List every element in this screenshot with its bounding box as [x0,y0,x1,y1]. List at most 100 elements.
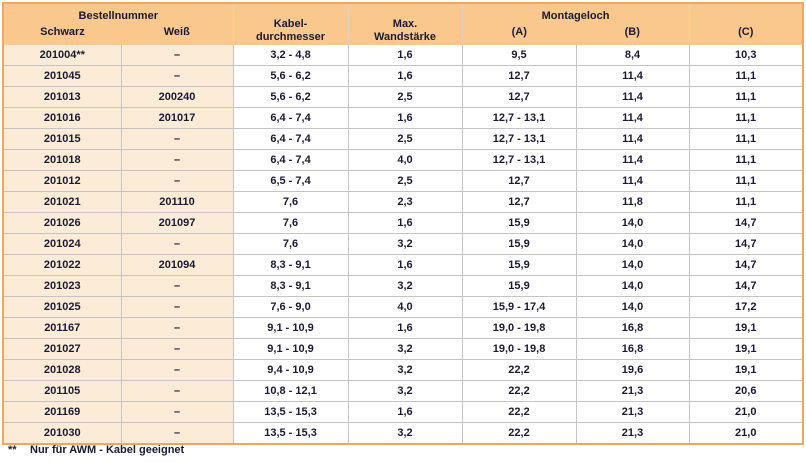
cell-bestellnummer-schwarz: 201026 [3,212,122,234]
table-row: 201018–6,4 - 7,4 4,0 12,7 - 13,1 11,4 11,1 [3,149,804,171]
table-body: 201004** –3,2 - 4,8 1,6 9,5 8,4 10,3 201045 – 5,… [3,45,804,444]
cell-bestellnummer-weiss: 201094 [121,254,234,276]
cell-montageloch-a: 12,7 - 13,1 [462,149,577,171]
cell-bestellnummer-schwarz: 201021 [3,191,122,213]
cell-bestellnummer-schwarz: 201027 [3,338,122,360]
cell-montageloch-c: 14,7 [689,275,804,297]
cell-montageloch-c: 14,7 [689,233,804,255]
table-row: 201028–9,4 - 10,9 3,2 22,2 19,6 19,1 [3,359,804,381]
cell-kabeldurchmesser: 7,6 [233,233,349,255]
cell-montageloch-a: 12,7 [462,65,577,87]
cell-montageloch-b: 11,4 [576,170,690,192]
cell-bestellnummer-weiss: – [121,128,234,150]
cell-montageloch-a: 22,2 [462,422,577,444]
cell-max-wandstaerke: 1,6 [348,401,463,423]
product-table-container: Bestellnummer Kabel- durchmesser Max. Wa… [2,2,805,445]
table-row: 201025–7,6 - 9,0 4,0 15,9 - 17,4 14,0 17,2 [3,296,804,318]
header-spacer-c [689,3,804,24]
header-row-top: Bestellnummer Kabel- durchmesser Max. Wa… [3,3,804,45]
cell-max-wandstaerke: 1,6 [348,212,463,234]
cell-bestellnummer-weiss: – [121,422,234,444]
cell-bestellnummer-weiss: – [121,359,234,381]
table-row: 201167–9,1 - 10,9 1,6 19,0 - 19,8 16,8 19,1 [3,317,804,339]
cell-bestellnummer-schwarz: 201167 [3,317,122,339]
cell-montageloch-b: 16,8 [576,317,690,339]
cell-kabeldurchmesser: 13,5 - 15,3 [233,401,349,423]
cell-max-wandstaerke: 2,3 [348,191,463,213]
header-kabeldurchmesser: Kabel- durchmesser [233,3,349,45]
cell-montageloch-b: 21,3 [576,422,690,444]
product-table: Bestellnummer Kabel- durchmesser Max. Wa… [2,2,805,445]
cell-montageloch-c: 11,1 [689,149,804,171]
cell-montageloch-a: 22,2 [462,359,577,381]
cell-kabeldurchmesser: 5,6 - 6,2 [233,86,349,108]
cell-montageloch-a: 15,9 [462,233,577,255]
cell-max-wandstaerke: 2,5 [348,170,463,192]
header-kabeldurchmesser-line1: Kabel- [273,18,308,30]
cell-montageloch-c: 11,1 [689,191,804,213]
cell-kabeldurchmesser: 6,5 - 7,4 [233,170,349,192]
cell-max-wandstaerke: 1,6 [348,45,463,66]
cell-montageloch-c: 11,1 [689,65,804,87]
table-row: 201015–6,4 - 7,4 2,5 12,7 - 13,1 11,4 11,1 [3,128,804,150]
cell-bestellnummer-schwarz: 201045 [3,65,122,87]
cell-max-wandstaerke: 3,2 [348,380,463,402]
cell-bestellnummer-weiss: – [121,401,234,423]
cell-montageloch-b: 11,8 [576,191,690,213]
cell-montageloch-b: 11,4 [576,65,690,87]
cell-montageloch-a: 9,5 [462,45,577,66]
header-row-bottom: Schwarz Weiß (A) (B) (C) [3,24,804,45]
cell-montageloch-b: 14,0 [576,233,690,255]
cell-montageloch-b: 21,3 [576,380,690,402]
cell-montageloch-b: 19,6 [576,359,690,381]
cell-montageloch-c: 20,6 [689,380,804,402]
table-row: 201169–13,5 - 15,3 1,6 22,2 21,3 21,0 [3,401,804,423]
table-row: 201021 201110 7,6 2,3 12,7 11,8 11,1 [3,191,804,213]
cell-montageloch-b: 14,0 [576,275,690,297]
cell-montageloch-a: 15,9 - 17,4 [462,296,577,318]
table-row: 201027–9,1 - 10,9 3,2 19,0 - 19,8 16,8 19,1 [3,338,804,360]
cell-bestellnummer-schwarz: 201012 [3,170,122,192]
table-row: 201004** –3,2 - 4,8 1,6 9,5 8,4 10,3 [3,45,804,66]
cell-bestellnummer-weiss: – [121,149,234,171]
cell-montageloch-a: 15,9 [462,275,577,297]
cell-max-wandstaerke: 1,6 [348,254,463,276]
cell-bestellnummer-schwarz: 201169 [3,401,122,423]
cell-bestellnummer-schwarz: 201028 [3,359,122,381]
cell-bestellnummer-weiss: 201097 [121,212,234,234]
cell-montageloch-a: 12,7 [462,86,577,108]
cell-kabeldurchmesser: 3,2 - 4,8 [233,45,349,66]
cell-bestellnummer-schwarz: 201015 [3,128,122,150]
header-weiss: Weiß [121,24,234,45]
cell-max-wandstaerke: 1,6 [348,65,463,87]
cell-max-wandstaerke: 1,6 [348,317,463,339]
cell-montageloch-a: 15,9 [462,254,577,276]
cell-montageloch-b: 16,8 [576,338,690,360]
cell-montageloch-b: 11,4 [576,107,690,129]
cell-kabeldurchmesser: 9,4 - 10,9 [233,359,349,381]
cell-montageloch-b: 14,0 [576,212,690,234]
cell-montageloch-a: 12,7 - 13,1 [462,128,577,150]
table-row: 201024–7,6 3,2 15,9 14,0 14,7 [3,233,804,255]
cell-bestellnummer-weiss: – [121,296,234,318]
header-montageloch-group: Montageloch [462,3,690,24]
cell-montageloch-b: 14,0 [576,254,690,276]
cell-bestellnummer-schwarz: 201105 [3,380,122,402]
cell-montageloch-a: 12,7 - 13,1 [462,107,577,129]
cell-bestellnummer-schwarz: 201004** [3,45,122,66]
cell-bestellnummer-weiss: – [121,170,234,192]
table-row: 201022 201094 8,3 - 9,1 1,6 15,9 14,0 14,7 [3,254,804,276]
cell-bestellnummer-schwarz: 201018 [3,149,122,171]
footnote-marker: ** [8,444,17,456]
table-row: 201016 201017 6,4 - 7,4 1,6 12,7 - 13,1 11,4 1… [3,107,804,129]
cell-bestellnummer-weiss: – [121,338,234,360]
cell-montageloch-a: 12,7 [462,170,577,192]
cell-montageloch-a: 22,2 [462,401,577,423]
header-col-c: (C) [689,24,804,45]
cell-montageloch-b: 11,4 [576,149,690,171]
cell-bestellnummer-schwarz: 201013 [3,86,122,108]
cell-bestellnummer-weiss: – [121,275,234,297]
cell-montageloch-a: 19,0 - 19,8 [462,338,577,360]
cell-montageloch-c: 14,7 [689,254,804,276]
cell-montageloch-c: 21,0 [689,422,804,444]
